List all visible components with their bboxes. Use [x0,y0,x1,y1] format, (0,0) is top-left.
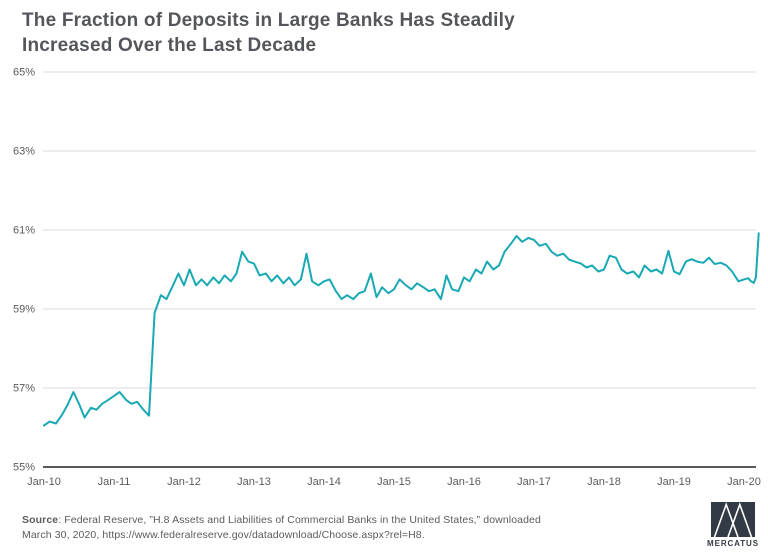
x-tick-label: Jan-19 [657,476,691,488]
x-tick-label: Jan-12 [167,476,201,488]
source-note: Source: Federal Reserve, ”H.8 Assets and… [22,513,541,542]
chart-title-line2: Increased Over the Last Decade [22,35,317,56]
x-tick-label: Jan-10 [27,476,61,488]
y-tick-label: 61% [13,225,35,237]
x-tick-label: Jan-17 [517,476,551,488]
mercatus-logo-mark-icon [711,502,755,537]
y-tick-label: 55% [13,462,35,474]
x-tick-label: Jan-20 [727,476,761,488]
mercatus-logo-text: MERCATUS [707,539,759,548]
x-tick-label: Jan-11 [98,476,131,488]
x-tick-label: Jan-18 [587,476,621,488]
source-text-line2: March 30, 2020, https://www.federalreser… [22,528,425,541]
x-tick-label: Jan-13 [237,476,271,488]
logo-background [711,502,755,537]
x-tick-label: Jan-14 [307,476,341,488]
mercatus-logo: MERCATUS [705,502,761,548]
y-tick-label: 59% [13,304,35,316]
y-tick-label: 57% [13,383,35,395]
y-tick-label: 65% [13,67,35,79]
x-tick-label: Jan-15 [377,476,411,488]
chart-title-line1: The Fraction of Deposits in Large Banks … [22,10,515,31]
deposit-share-line [43,232,760,427]
source-label: Source [22,514,59,526]
source-text-line1: : Federal Reserve, ”H.8 Assets and Liabi… [58,514,541,526]
x-tick-label: Jan-16 [447,476,481,488]
logo-mountain-right [727,502,753,537]
logo-mountain-left [713,502,739,537]
chart-title: The Fraction of Deposits in Large Banks … [22,8,515,58]
y-tick-label: 63% [13,146,35,158]
